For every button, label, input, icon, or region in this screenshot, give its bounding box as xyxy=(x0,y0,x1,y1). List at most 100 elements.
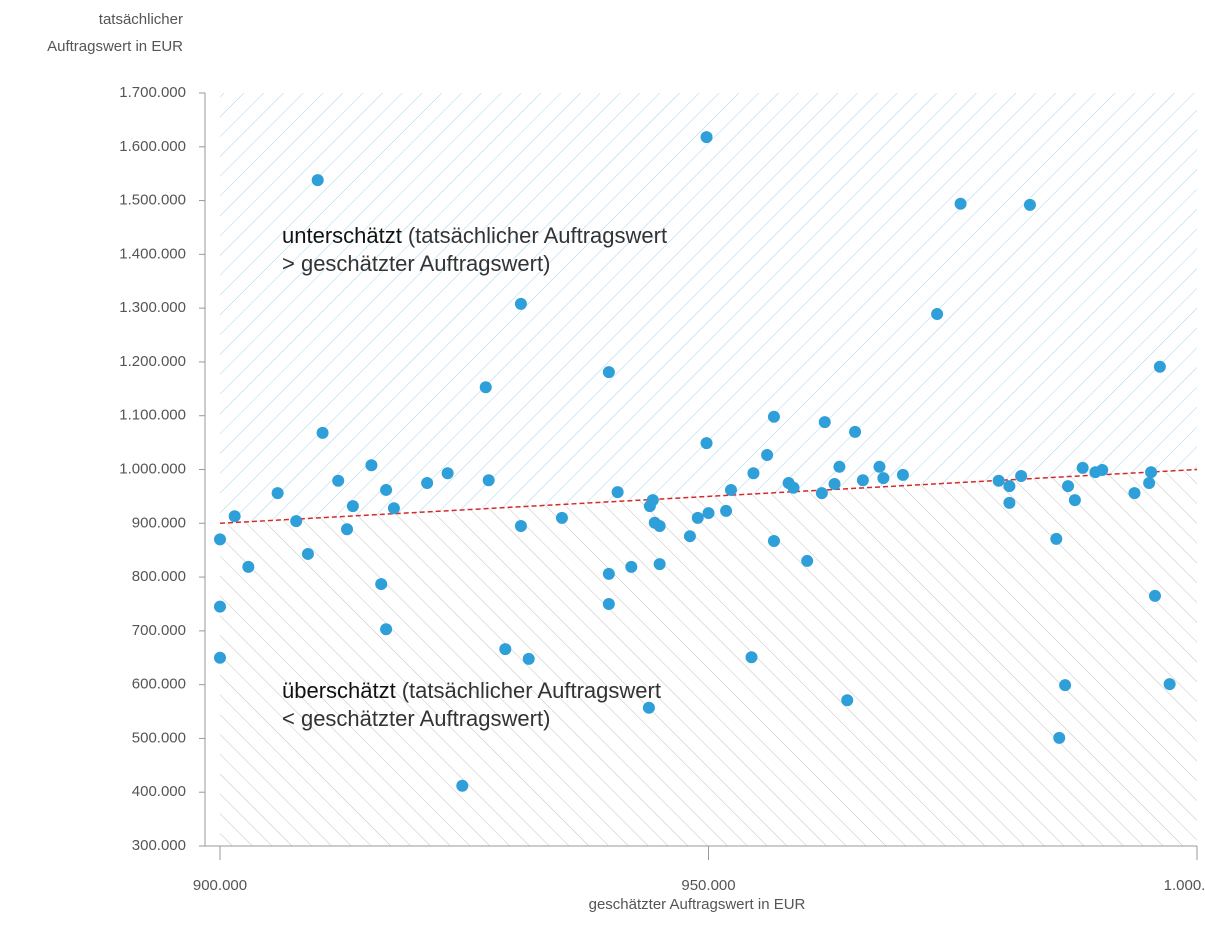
y-tick-label: 800.000 xyxy=(132,568,186,585)
point xyxy=(702,507,715,520)
point xyxy=(1145,466,1158,479)
point xyxy=(1076,461,1089,474)
point xyxy=(611,486,624,499)
point xyxy=(841,694,854,707)
point xyxy=(700,437,713,450)
y-tick-label: 600.000 xyxy=(132,676,186,693)
point xyxy=(1053,731,1066,744)
point xyxy=(1003,496,1016,509)
point xyxy=(421,476,434,489)
y-tick-label: 1.300.000 xyxy=(119,299,186,316)
point xyxy=(290,515,303,528)
point xyxy=(1096,464,1109,477)
point xyxy=(482,474,495,487)
point xyxy=(346,500,359,513)
point xyxy=(365,459,378,472)
underestimated-region xyxy=(220,93,1197,524)
point xyxy=(375,578,388,591)
point xyxy=(555,511,568,524)
x-axis-label: geschätzter Auftragswert in EUR xyxy=(589,896,806,913)
point xyxy=(1015,469,1028,482)
y-tick-label: 500.000 xyxy=(132,729,186,746)
regions xyxy=(220,93,1197,846)
annotation: überschätzt (tatsächlicher Auftragswert xyxy=(282,678,661,703)
point xyxy=(700,131,713,144)
point xyxy=(745,651,758,664)
diagonal-line xyxy=(220,468,1197,525)
annotation-keyword: überschätzt xyxy=(282,678,396,703)
point xyxy=(242,560,255,573)
annotation: < geschätzter Auftragswert) xyxy=(282,706,550,731)
point xyxy=(341,523,354,536)
point xyxy=(380,483,393,496)
point xyxy=(856,474,869,487)
point xyxy=(456,779,469,792)
y-tick-label: 300.000 xyxy=(132,837,186,854)
annotation-text: (tatsächlicher Auftragswert xyxy=(402,678,661,703)
x-tick-label: 900.000 xyxy=(193,877,247,894)
x-tick-label: 1.000.000 xyxy=(1164,877,1205,894)
annotation: unterschätzt (tatsächlicher Auftragswert xyxy=(282,223,667,248)
point xyxy=(877,472,890,485)
point xyxy=(653,519,666,532)
point xyxy=(332,474,345,487)
point xyxy=(1148,589,1161,602)
point xyxy=(849,425,862,438)
point xyxy=(479,381,492,394)
point xyxy=(720,504,733,517)
point xyxy=(833,460,846,473)
point xyxy=(646,494,659,507)
point xyxy=(1153,360,1166,373)
point xyxy=(992,474,1005,487)
annotation: > geschätzter Auftragswert) xyxy=(282,251,550,276)
point xyxy=(316,426,329,439)
y-tick-label: 1.100.000 xyxy=(119,407,186,424)
point xyxy=(214,600,226,613)
point xyxy=(271,487,284,500)
point xyxy=(1068,494,1081,507)
point xyxy=(1062,480,1075,493)
point xyxy=(1059,679,1072,692)
point xyxy=(747,467,760,480)
point xyxy=(301,547,314,560)
point xyxy=(1128,487,1141,500)
point xyxy=(514,297,527,310)
point xyxy=(724,483,737,496)
marks xyxy=(214,131,1176,792)
annotation-text: (tatsächlicher Auftragswert xyxy=(408,223,667,248)
point xyxy=(602,366,615,379)
point xyxy=(801,554,814,567)
point xyxy=(653,558,666,571)
point xyxy=(787,481,800,494)
point xyxy=(761,448,774,461)
y-tick-label: 700.000 xyxy=(132,622,186,639)
point xyxy=(387,502,400,515)
point xyxy=(625,560,638,573)
point xyxy=(1023,198,1036,211)
point xyxy=(499,643,512,656)
point xyxy=(1050,532,1063,545)
point xyxy=(954,197,967,210)
y-tick-label: 400.000 xyxy=(132,783,186,800)
y-tick-label: 1.200.000 xyxy=(119,353,186,370)
point xyxy=(514,519,527,532)
point xyxy=(896,468,909,481)
point xyxy=(602,597,615,610)
point xyxy=(815,487,828,500)
overestimated-region xyxy=(220,469,1197,846)
y-tick-label: 1.000.000 xyxy=(119,460,186,477)
point xyxy=(1003,480,1016,493)
point xyxy=(818,416,831,429)
point xyxy=(228,510,241,523)
x-tick-label: 950.000 xyxy=(681,877,735,894)
point xyxy=(1143,476,1156,489)
point xyxy=(767,535,780,548)
y-tick-label: 1.400.000 xyxy=(119,245,186,262)
point xyxy=(767,410,780,423)
point xyxy=(931,308,944,321)
point xyxy=(1163,678,1176,691)
y-axis-label: Auftragswert in EUR xyxy=(47,38,183,55)
annotation-keyword: unterschätzt xyxy=(282,223,402,248)
point xyxy=(214,533,226,546)
